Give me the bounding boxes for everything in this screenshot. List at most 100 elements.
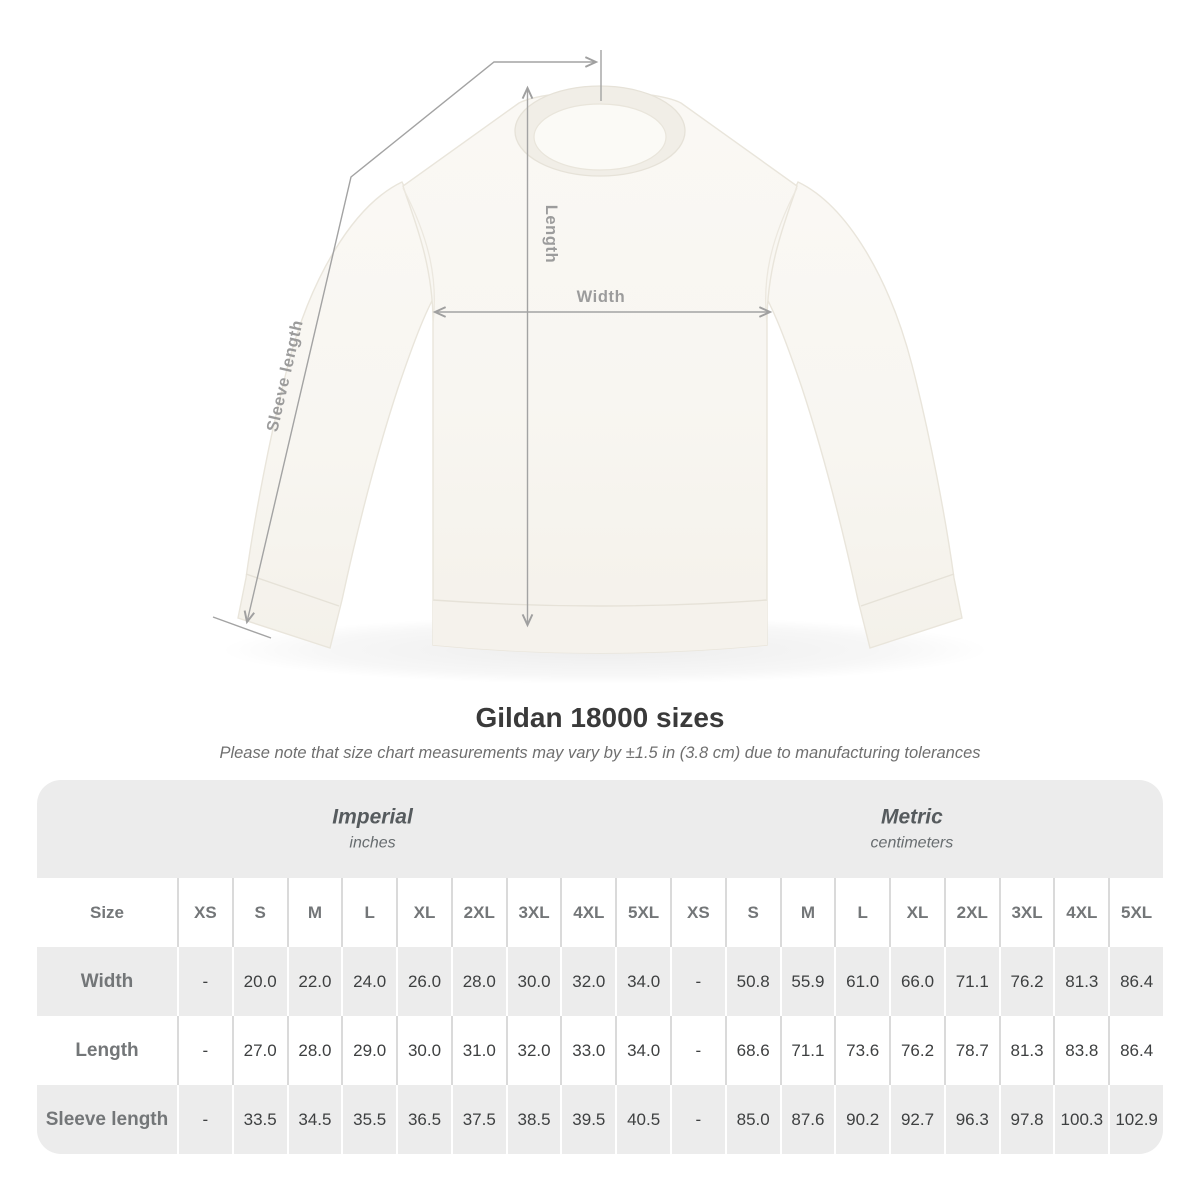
value-cell: 100.3 [1053, 1085, 1109, 1154]
right-sleeve [752, 181, 963, 649]
value-cell: - [670, 1085, 725, 1154]
sleeve-dimension-line [243, 56, 599, 625]
value-cell: - [670, 947, 725, 1016]
size-table: Imperial inches Metric centimeters Size … [37, 780, 1163, 1154]
value-cell: 71.1 [943, 947, 999, 1016]
product-measurement-diagram: Length Width Sleeve length [212, 50, 990, 684]
value-cell: 66.0 [889, 947, 944, 1016]
value-cell: 102.9 [1108, 1085, 1163, 1154]
value-cell: 40.5 [615, 1085, 670, 1154]
value-cell: - [177, 1085, 232, 1154]
value-cell: 26.0 [396, 947, 451, 1016]
value-cell: 33.0 [560, 1016, 615, 1085]
size-header-cell: 5XL [1108, 878, 1163, 947]
value-cell: 39.5 [560, 1085, 616, 1154]
value-cell: 34.0 [615, 1016, 670, 1085]
value-cell: 90.2 [834, 1085, 890, 1154]
size-header-cell: L [341, 878, 396, 947]
value-cell: 37.5 [450, 1085, 506, 1154]
value-cell: - [177, 1016, 232, 1085]
right-cuff-seam [860, 573, 955, 607]
value-cell: 28.0 [286, 1016, 342, 1085]
value-cell: 81.3 [1053, 947, 1109, 1016]
value-cell: 27.0 [231, 1016, 287, 1085]
value-cell: 83.8 [1053, 1016, 1108, 1085]
sleeve-length-row-label: Sleeve length [37, 1085, 177, 1154]
length-row: Length -27.0 28.0 29.0 30.0 31.0 32.0 33.0 34.0… [37, 1016, 1163, 1085]
size-header-cell: M [779, 878, 835, 947]
value-cell: 68.6 [724, 1016, 780, 1085]
size-header-cell: L [834, 878, 889, 947]
size-header-cell: M [286, 878, 342, 947]
value-cell: 32.0 [505, 1016, 561, 1085]
unit-group-header: Imperial inches Metric centimeters [37, 780, 1163, 878]
metric-group-label: Metric centimeters [871, 806, 954, 853]
value-cell: 20.0 [231, 947, 287, 1016]
size-header-cell: 3XL [505, 878, 561, 947]
size-header-cell: XS [670, 878, 725, 947]
value-cell: 92.7 [889, 1085, 944, 1154]
value-cell: 34.0 [615, 947, 670, 1016]
size-header-cell: XL [396, 878, 451, 947]
metric-group-name: Metric [880, 805, 943, 829]
value-cell: 86.4 [1108, 1016, 1163, 1085]
page-title: Gildan 18000 sizes [475, 702, 725, 733]
waistband [433, 599, 767, 653]
length-dimension-label: Length [542, 205, 560, 264]
value-cell: 38.5 [505, 1085, 561, 1154]
value-cell: - [177, 947, 232, 1016]
size-header-cell: 2XL [943, 878, 999, 947]
value-cell: 61.0 [834, 947, 890, 1016]
width-row-label: Width [37, 947, 177, 1016]
value-cell: 29.0 [341, 1016, 396, 1085]
value-cell: 81.3 [998, 1016, 1054, 1085]
length-row-label: Length [75, 1039, 139, 1061]
value-cell: 30.0 [505, 947, 561, 1016]
size-header-cell: 3XL [998, 878, 1054, 947]
size-header-cell: S [724, 878, 780, 947]
sweatshirt-diagram-svg: Length Width Sleeve length [212, 50, 990, 684]
value-cell: 24.0 [341, 947, 397, 1016]
value-cell: 96.3 [943, 1085, 999, 1154]
sleeve-length-row: Sleeve length -33.5 34.5 35.5 36.5 37.5 38.5 3… [37, 1085, 1163, 1154]
value-cell: 32.0 [560, 947, 616, 1016]
size-header-cell: 4XL [560, 878, 615, 947]
value-cell: 33.5 [231, 1085, 287, 1154]
value-cell: 28.0 [450, 947, 506, 1016]
value-cell: 87.6 [779, 1085, 835, 1154]
value-cell: 86.4 [1108, 947, 1163, 1016]
value-cell: 50.8 [724, 947, 780, 1016]
value-cell: 35.5 [341, 1085, 397, 1154]
size-column-header: Size [89, 902, 125, 922]
size-header-cell: 5XL [615, 878, 670, 947]
size-header-cell: 2XL [450, 878, 506, 947]
value-cell: 73.6 [834, 1016, 889, 1085]
value-cell: 97.8 [998, 1085, 1054, 1154]
width-dimension-label: Width [577, 288, 626, 306]
collar-inner [533, 103, 667, 171]
value-cell: 85.0 [724, 1085, 780, 1154]
size-header-cell: S [231, 878, 287, 947]
value-cell: 71.1 [779, 1016, 835, 1085]
size-header-row: Size XS S M L XL 2XL 3XL 4XL 5XL XS S M L XL 2XL 3XL 4XL… [37, 878, 1163, 947]
size-header-cell: XL [889, 878, 944, 947]
metric-group-unit: centimeters [870, 834, 954, 852]
tolerance-note: Please note that size chart measurements… [219, 744, 981, 762]
value-cell: 30.0 [396, 1016, 451, 1085]
width-row: Width -20.0 22.0 24.0 26.0 28.0 30.0 32.0 34.0-… [37, 947, 1163, 1016]
value-cell: 76.2 [889, 1016, 944, 1085]
value-cell: 36.5 [396, 1085, 451, 1154]
value-cell: 55.9 [779, 947, 835, 1016]
value-cell: 22.0 [286, 947, 342, 1016]
imperial-group-label: Imperial inches [332, 806, 413, 853]
size-header-cell: XS [177, 878, 232, 947]
value-cell: 78.7 [943, 1016, 999, 1085]
cuff-tick [212, 616, 272, 639]
imperial-group-unit: inches [349, 834, 396, 852]
value-cell: 76.2 [998, 947, 1054, 1016]
size-header-cell: 4XL [1053, 878, 1108, 947]
imperial-group-name: Imperial [332, 805, 413, 829]
value-cell: - [670, 1016, 725, 1085]
value-cell: 34.5 [286, 1085, 342, 1154]
